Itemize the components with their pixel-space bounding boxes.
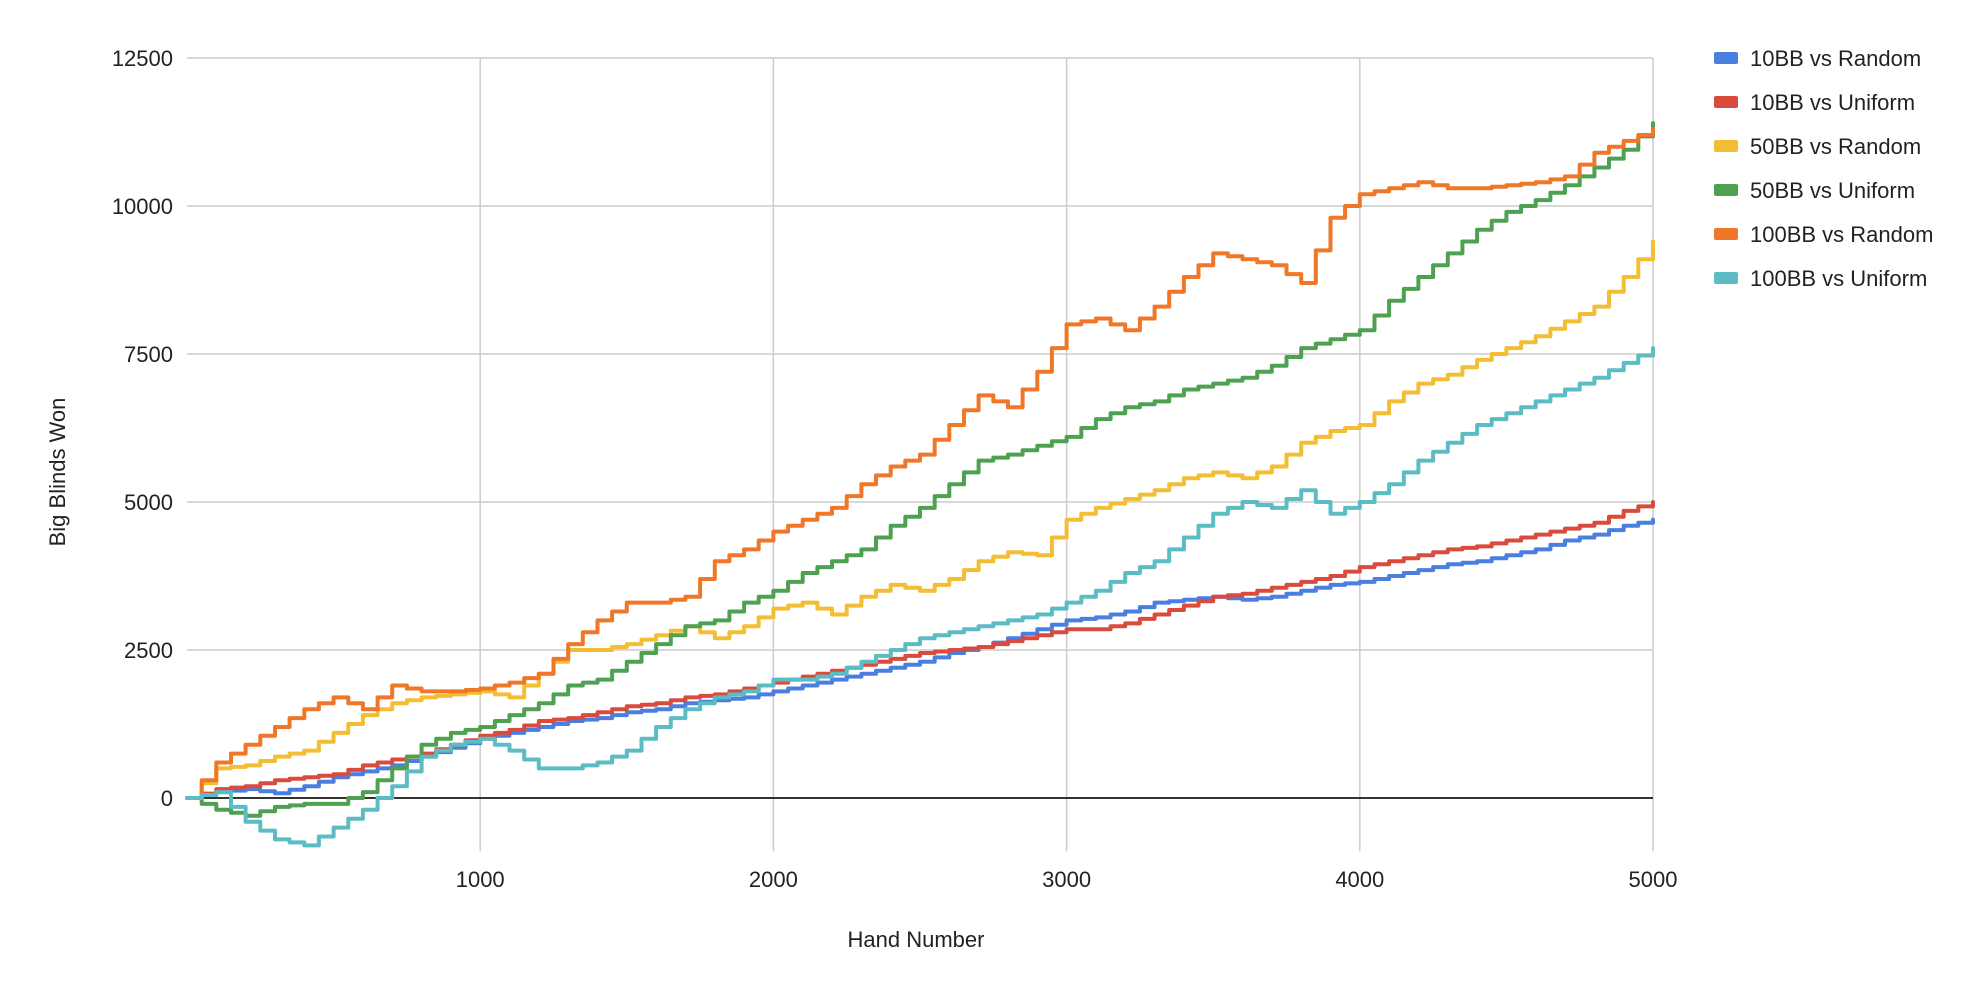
series-line-5 <box>185 346 1655 848</box>
y-tick-label: 10000 <box>112 194 173 219</box>
x-tick-label: 1000 <box>456 867 505 892</box>
y-axis-tick-labels: 0 2500 5000 7500 10000 12500 <box>112 46 173 811</box>
series-line-3 <box>185 121 1655 818</box>
y-tick-label: 0 <box>161 786 173 811</box>
y-tick-label: 7500 <box>124 342 173 367</box>
x-tick-label: 3000 <box>1042 867 1091 892</box>
legend-swatch <box>1714 184 1738 196</box>
legend-label: 10BB vs Random <box>1750 46 1921 71</box>
series-line-2 <box>185 239 1655 800</box>
legend-label: 100BB vs Uniform <box>1750 266 1927 291</box>
x-tick-label: 5000 <box>1629 867 1678 892</box>
x-tick-label: 2000 <box>749 867 798 892</box>
y-tick-label: 5000 <box>124 490 173 515</box>
legend-swatch <box>1714 96 1738 108</box>
gridlines <box>187 57 1654 852</box>
legend-swatch <box>1714 140 1738 152</box>
legend-label: 50BB vs Random <box>1750 134 1921 159</box>
y-axis-title: Big Blinds Won <box>45 398 70 547</box>
x-axis-tick-labels: 1000 2000 3000 4000 5000 <box>456 867 1678 892</box>
legend-label: 100BB vs Random <box>1750 222 1933 247</box>
legend-swatch <box>1714 228 1738 240</box>
series-line-4 <box>185 127 1655 800</box>
y-tick-label: 12500 <box>112 46 173 71</box>
x-tick-label: 4000 <box>1335 867 1384 892</box>
legend-label: 50BB vs Uniform <box>1750 178 1915 203</box>
legend: 10BB vs Random 10BB vs Uniform 50BB vs Ran… <box>1714 46 1933 291</box>
x-axis-title: Hand Number <box>848 927 985 952</box>
y-tick-label: 2500 <box>124 638 173 663</box>
legend-swatch <box>1714 52 1738 64</box>
series-lines <box>185 121 1655 848</box>
legend-swatch <box>1714 272 1738 284</box>
legend-label: 10BB vs Uniform <box>1750 90 1915 115</box>
